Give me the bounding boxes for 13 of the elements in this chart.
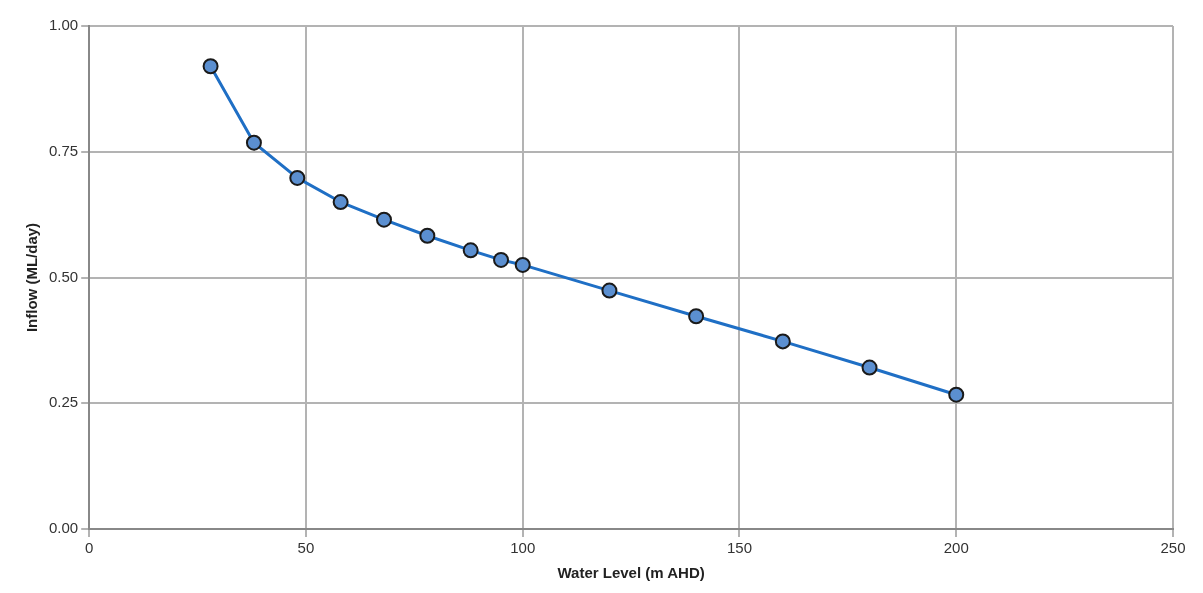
x-tick-label: 250 bbox=[1160, 539, 1186, 557]
x-tick-label: 150 bbox=[726, 539, 752, 557]
x-axis-title: Water Level (m AHD) bbox=[557, 564, 705, 582]
y-tick-label: 1.00 bbox=[48, 16, 79, 34]
y-tick-label: 0.75 bbox=[48, 141, 79, 159]
y-tick-label: 0.25 bbox=[48, 393, 79, 411]
y-tick-label: 0.00 bbox=[48, 519, 79, 537]
x-tick-label: 0 bbox=[85, 539, 94, 557]
x-tick-label: 100 bbox=[510, 539, 536, 557]
x-tick-label: 50 bbox=[297, 539, 315, 557]
y-axis-title: Inflow (ML/day) bbox=[23, 222, 41, 333]
y-tick-label: 0.50 bbox=[48, 267, 79, 285]
x-tick-label: 200 bbox=[943, 539, 969, 557]
